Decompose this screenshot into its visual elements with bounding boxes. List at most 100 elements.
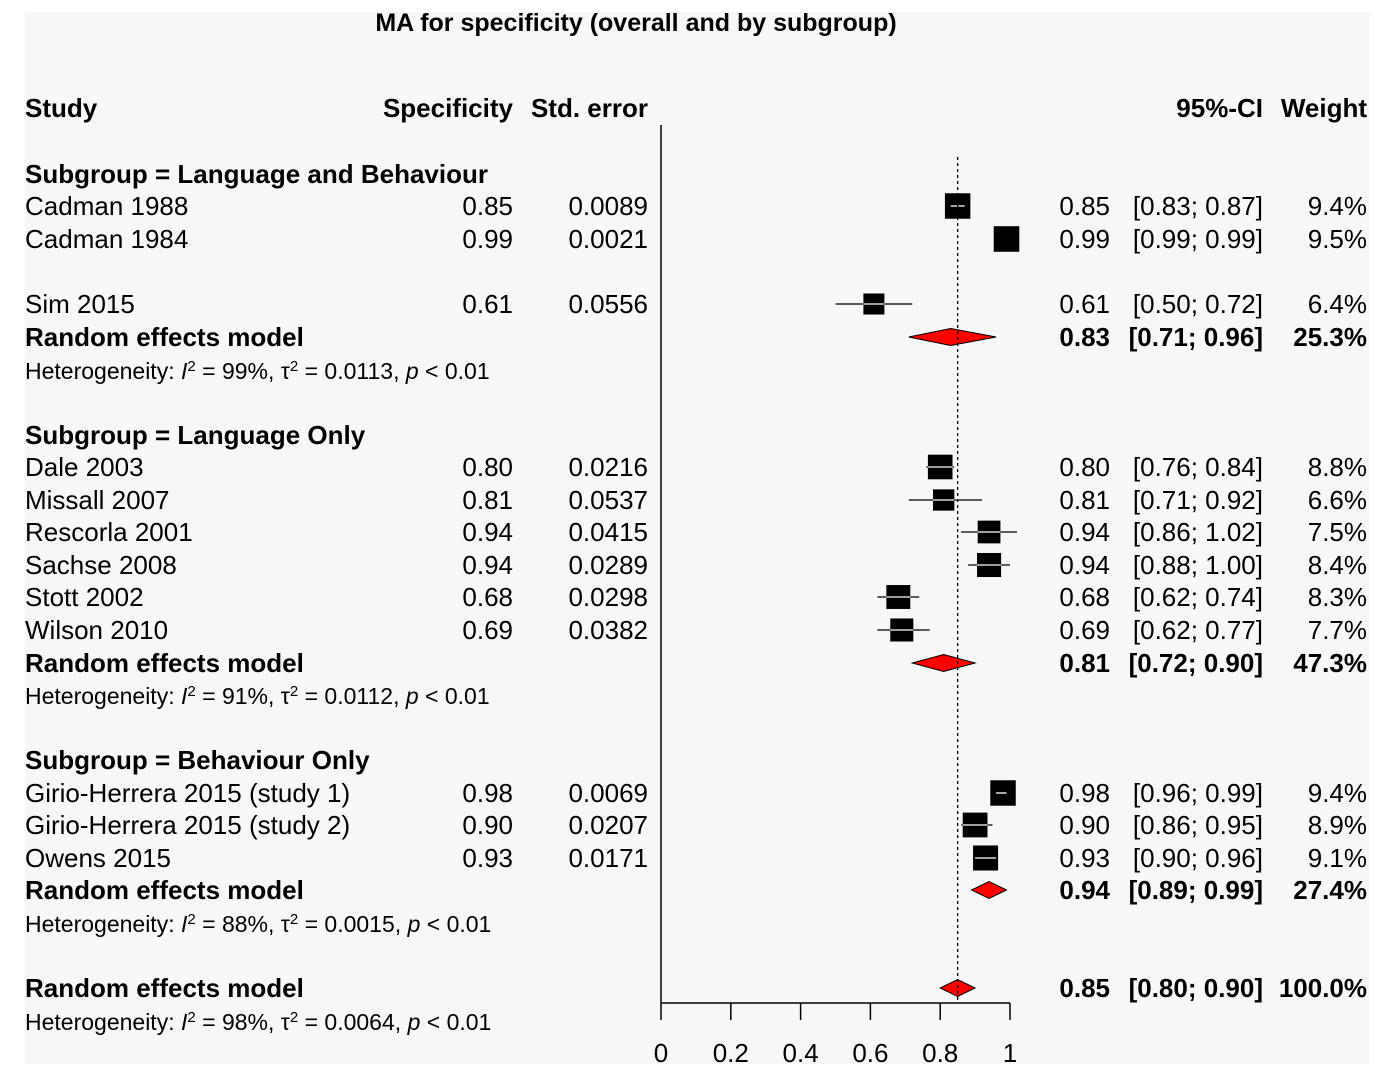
header-std-error: Std. error bbox=[531, 93, 648, 123]
pooled-model-label: Random effects model bbox=[25, 973, 304, 1003]
study-weight: 8.4% bbox=[1308, 550, 1367, 580]
study-ci: [0.96; 0.99] bbox=[1133, 778, 1263, 808]
pooled-weight: 47.3% bbox=[1293, 648, 1367, 678]
pooled-ci: [0.72; 0.90] bbox=[1129, 648, 1263, 678]
pooled-weight: 25.3% bbox=[1293, 322, 1367, 352]
study-ci: [0.50; 0.72] bbox=[1133, 289, 1263, 319]
study-estimate: 0.99 bbox=[1059, 224, 1110, 254]
pooled-ci: [0.89; 0.99] bbox=[1129, 875, 1263, 905]
x-axis: 0 0.2 0.4 0.6 0.8 1 bbox=[654, 125, 1017, 1065]
study-ci: [0.90; 0.96] bbox=[1133, 843, 1263, 873]
study-estimate: 0.61 bbox=[1059, 289, 1110, 319]
pooled-diamond bbox=[970, 880, 1008, 900]
study-name: Rescorla 2001 bbox=[25, 517, 193, 547]
study-std-error: 0.0171 bbox=[568, 843, 648, 873]
study-specificity: 0.90 bbox=[462, 810, 513, 840]
study-std-error: 0.0289 bbox=[568, 550, 648, 580]
pooled-ci: [0.80; 0.90] bbox=[1129, 973, 1263, 1003]
study-weight: 6.6% bbox=[1308, 485, 1367, 515]
study-specificity: 0.61 bbox=[462, 289, 513, 319]
study-estimate: 0.94 bbox=[1059, 517, 1110, 547]
pooled-model-label: Random effects model bbox=[25, 322, 304, 352]
subgroup-header: Subgroup = Language Only bbox=[25, 420, 366, 450]
x-tick-label: 0.6 bbox=[852, 1038, 888, 1065]
study-specificity: 0.68 bbox=[462, 582, 513, 612]
study-name: Cadman 1988 bbox=[25, 191, 188, 221]
subgroup-header: Subgroup = Behaviour Only bbox=[25, 745, 370, 775]
pooled-weight: 100.0% bbox=[1279, 973, 1367, 1003]
study-weight: 9.4% bbox=[1308, 191, 1367, 221]
study-std-error: 0.0382 bbox=[568, 615, 648, 645]
study-estimate: 0.69 bbox=[1059, 615, 1110, 645]
heterogeneity-text: Heterogeneity: I2 = 91%, τ2 = 0.0112, p … bbox=[25, 683, 490, 710]
study-estimate: 0.85 bbox=[1059, 191, 1110, 221]
pooled-weight: 27.4% bbox=[1293, 875, 1367, 905]
study-estimate: 0.94 bbox=[1059, 550, 1110, 580]
header-ci: 95%-CI bbox=[1176, 93, 1263, 123]
pooled-ci: [0.71; 0.96] bbox=[1129, 322, 1263, 352]
study-estimate: 0.68 bbox=[1059, 582, 1110, 612]
study-specificity: 0.94 bbox=[462, 517, 513, 547]
x-tick-label: 1 bbox=[1003, 1038, 1017, 1065]
study-weight: 8.9% bbox=[1308, 810, 1367, 840]
pooled-diamond bbox=[910, 653, 978, 673]
study-weight: 8.8% bbox=[1308, 452, 1367, 482]
pooled-model-label: Random effects model bbox=[25, 648, 304, 678]
study-name: Sim 2015 bbox=[25, 289, 135, 319]
pooled-estimate: 0.81 bbox=[1059, 648, 1110, 678]
study-marker bbox=[993, 226, 1020, 252]
header-specificity: Specificity bbox=[383, 93, 514, 123]
subgroup-header: Subgroup = Language and Behaviour bbox=[25, 159, 488, 189]
study-estimate: 0.80 bbox=[1059, 452, 1110, 482]
study-std-error: 0.0298 bbox=[568, 582, 648, 612]
study-specificity: 0.80 bbox=[462, 452, 513, 482]
study-name: Dale 2003 bbox=[25, 452, 144, 482]
study-specificity: 0.81 bbox=[462, 485, 513, 515]
header-weight: Weight bbox=[1281, 93, 1368, 123]
study-ci: [0.62; 0.77] bbox=[1133, 615, 1263, 645]
study-specificity: 0.85 bbox=[462, 191, 513, 221]
pooled-model-label: Random effects model bbox=[25, 875, 304, 905]
study-estimate: 0.81 bbox=[1059, 485, 1110, 515]
study-name: Wilson 2010 bbox=[25, 615, 168, 645]
study-specificity: 0.98 bbox=[462, 778, 513, 808]
pooled-estimate: 0.83 bbox=[1059, 322, 1110, 352]
plot-panel-background bbox=[25, 12, 1370, 1064]
study-std-error: 0.0216 bbox=[568, 452, 648, 482]
study-ci: [0.83; 0.87] bbox=[1133, 191, 1263, 221]
pooled-diamond bbox=[908, 327, 997, 347]
heterogeneity-text: Heterogeneity: I2 = 98%, τ2 = 0.0064, p … bbox=[25, 1009, 491, 1036]
plot-title: MA for specificity (overall and by subgr… bbox=[375, 9, 896, 37]
study-specificity: 0.94 bbox=[462, 550, 513, 580]
study-weight: 6.4% bbox=[1308, 289, 1367, 319]
study-estimate: 0.98 bbox=[1059, 778, 1110, 808]
study-name: Girio-Herrera 2015 (study 1) bbox=[25, 778, 350, 808]
study-std-error: 0.0556 bbox=[568, 289, 648, 319]
study-specificity: 0.93 bbox=[462, 843, 513, 873]
study-weight: 7.7% bbox=[1308, 615, 1367, 645]
study-ci: [0.86; 1.02] bbox=[1133, 517, 1263, 547]
study-weight: 7.5% bbox=[1308, 517, 1367, 547]
study-ci: [0.76; 0.84] bbox=[1133, 452, 1263, 482]
study-weight: 9.1% bbox=[1308, 843, 1367, 873]
study-std-error: 0.0415 bbox=[568, 517, 648, 547]
x-tick-label: 0.4 bbox=[783, 1038, 819, 1065]
study-std-error: 0.0207 bbox=[568, 810, 648, 840]
study-name: Sachse 2008 bbox=[25, 550, 177, 580]
study-std-error: 0.0021 bbox=[568, 224, 648, 254]
x-tick-label: 0.8 bbox=[922, 1038, 958, 1065]
forest-rows: Subgroup = Language and BehaviourCadman … bbox=[25, 159, 1367, 1035]
study-specificity: 0.69 bbox=[462, 615, 513, 645]
x-tick-label: 0 bbox=[654, 1038, 668, 1065]
study-std-error: 0.0537 bbox=[568, 485, 648, 515]
heterogeneity-text: Heterogeneity: I2 = 99%, τ2 = 0.0113, p … bbox=[25, 358, 490, 385]
study-ci: [0.88; 1.00] bbox=[1133, 550, 1263, 580]
study-weight: 9.5% bbox=[1308, 224, 1367, 254]
study-std-error: 0.0089 bbox=[568, 191, 648, 221]
study-estimate: 0.93 bbox=[1059, 843, 1110, 873]
study-ci: [0.71; 0.92] bbox=[1133, 485, 1263, 515]
heterogeneity-text: Heterogeneity: I2 = 88%, τ2 = 0.0015, p … bbox=[25, 911, 491, 938]
study-specificity: 0.99 bbox=[462, 224, 513, 254]
x-tick-label: 0.2 bbox=[713, 1038, 749, 1065]
